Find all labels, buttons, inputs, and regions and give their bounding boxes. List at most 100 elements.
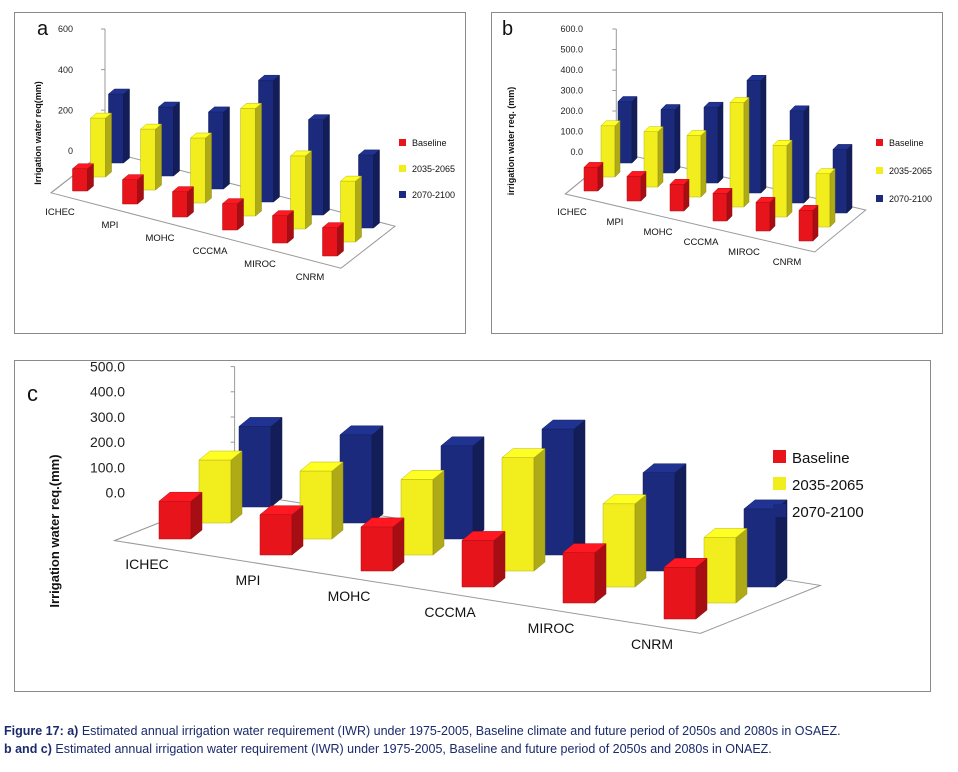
category-label: ICHEC	[45, 207, 75, 218]
bar-baseline-mohc	[360, 517, 405, 572]
bar-mid-cccma	[501, 448, 546, 572]
bar-top	[299, 461, 344, 472]
bar-late-cccma	[257, 74, 281, 203]
bar-top	[729, 97, 750, 103]
legend-label: Baseline	[889, 138, 924, 148]
y-tick-label: 300.0	[560, 86, 583, 96]
bar-top	[815, 168, 836, 174]
bar-top	[271, 210, 295, 216]
chart-panel-c: c 0.0 100.0 200.0 300.0 400.0 500.0 Irrigation …	[14, 360, 931, 692]
bar-top	[562, 543, 607, 553]
bar-top	[703, 101, 724, 108]
chart-a-svg: a 0 200 400 600 Irrigation water req(mm) ICHEC…	[33, 18, 455, 283]
bar-mid-cnrm	[703, 527, 748, 604]
bar-late-ichec	[238, 416, 283, 508]
bar-top	[257, 74, 281, 81]
bar-late-cnrm	[832, 143, 853, 214]
bar-side	[683, 178, 690, 212]
bar-top	[798, 205, 819, 211]
bar-side	[255, 102, 262, 217]
bar-top	[789, 105, 810, 112]
bar-baseline-cnrm	[663, 557, 708, 620]
bar-mid-ichec	[600, 120, 621, 178]
bar-top	[400, 470, 445, 480]
legend-label: 2070-2100	[412, 190, 455, 200]
legend-swatch	[399, 139, 406, 146]
category-label: CCCMA	[424, 604, 476, 620]
bar-front	[339, 434, 373, 524]
chart-b-svg: b 0.0 100.0 200.0 300.0 400.0 500.0 600.0 irriga…	[502, 18, 932, 268]
bar-mid-cccma	[239, 102, 263, 217]
bar-side	[812, 204, 819, 242]
bar-top	[755, 197, 776, 203]
bar-top	[686, 130, 707, 136]
bar-front	[626, 176, 642, 202]
bar-side	[657, 126, 664, 188]
legend-swatch	[773, 450, 786, 463]
bar-top	[198, 450, 243, 461]
bar-baseline-cccma	[712, 187, 733, 222]
chart-panel-a: a 0 200 400 600 Irrigation water req(mm) ICHEC…	[14, 12, 466, 334]
bar-mid-miroc	[602, 494, 647, 588]
bar-front	[400, 479, 434, 556]
bar-side	[371, 425, 384, 524]
bar-front	[172, 191, 188, 218]
category-label: MIROC	[728, 247, 760, 258]
caption-part-a-label: a)	[67, 724, 79, 738]
bar-baseline-ichec	[583, 161, 604, 192]
bar-top	[239, 103, 263, 109]
bar-late-mpi	[157, 101, 181, 177]
bar-top	[121, 174, 145, 180]
bar-baseline-ichec	[71, 163, 95, 192]
bar-mid-mpi	[139, 123, 163, 191]
bar-top	[617, 96, 638, 102]
bar-baseline-mpi	[121, 174, 145, 205]
bar-side	[432, 469, 445, 556]
bar-top	[461, 531, 506, 541]
legend-label: 2070-2100	[889, 194, 932, 204]
category-label: ICHEC	[557, 207, 587, 218]
bar-mid-mohc	[686, 129, 707, 198]
y-axis-label: irrigation water req. (mm)	[506, 87, 516, 196]
bar-front	[322, 227, 338, 257]
bar-side	[270, 416, 283, 508]
bar-side	[700, 129, 707, 198]
y-tick-label: 0	[68, 146, 73, 156]
bar-top	[703, 528, 748, 538]
y-tick-label: 300.0	[90, 409, 125, 425]
bar-side	[717, 101, 724, 184]
bar-side	[743, 96, 750, 208]
bar-front	[198, 459, 232, 524]
bar-side	[373, 149, 380, 229]
category-label: MOHC	[145, 233, 174, 244]
category-label: CCCMA	[193, 246, 228, 257]
y-tick-label: 600.0	[560, 24, 583, 34]
bar-baseline-cccma	[461, 530, 506, 588]
caption-line-2-text: Estimated annual irrigation water requir…	[55, 742, 772, 756]
bar-side	[493, 530, 506, 588]
bar-late-mohc	[440, 436, 485, 540]
bar-side	[573, 419, 586, 556]
bar-side	[726, 187, 733, 222]
bar-side	[846, 143, 853, 214]
category-label: CCCMA	[684, 237, 719, 248]
bar-side	[634, 494, 647, 588]
bar-late-cccma	[746, 74, 767, 194]
bar-top	[289, 150, 313, 157]
y-axis-label: Irrigation water req.(mm)	[47, 454, 62, 607]
bar-side	[205, 132, 212, 204]
legend-swatch	[876, 195, 883, 202]
y-tick-label: 400.0	[560, 65, 583, 75]
category-label: ICHEC	[125, 556, 169, 572]
bar-baseline-cnrm	[798, 204, 819, 242]
bar-top	[501, 448, 546, 458]
caption-figure-label: Figure 17:	[4, 724, 64, 738]
bar-front	[461, 540, 495, 588]
bar-front	[583, 167, 599, 192]
y-tick-label: 400.0	[90, 384, 125, 400]
category-label: MPI	[607, 217, 624, 228]
bar-side	[472, 436, 485, 540]
category-label: MPI	[236, 572, 261, 588]
bar-front	[299, 470, 333, 540]
bar-top	[583, 162, 604, 168]
